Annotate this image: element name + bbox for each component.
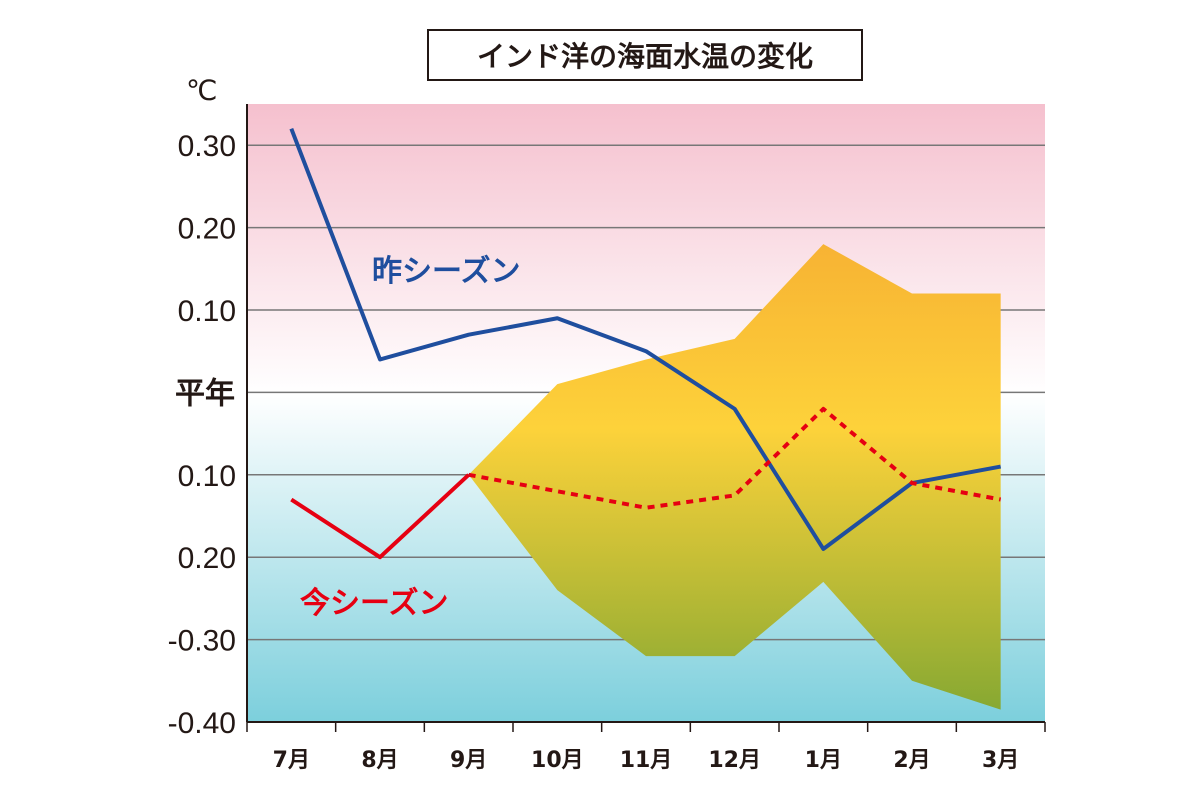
chart-title: インド洋の海面水温の変化 <box>477 40 813 73</box>
y-tick-label: 0.20 <box>178 213 236 246</box>
y-tick-label: -0.40 <box>168 707 236 740</box>
x-tick-label: 8月 <box>361 748 398 773</box>
y-tick-label: 平年 <box>175 377 235 410</box>
x-tick-label: 1月 <box>805 748 842 773</box>
y-tick-label: 0.20 <box>178 542 236 575</box>
y-tick-label: 0.10 <box>178 295 236 328</box>
y-tick-label: 0.30 <box>178 130 236 163</box>
legend-last-season: 昨シーズン <box>372 254 521 289</box>
title-box <box>427 29 863 81</box>
x-tick-label: 12月 <box>708 748 761 773</box>
x-tick-label: 2月 <box>893 748 930 773</box>
legend-this-season: 今シーズン <box>300 586 449 621</box>
x-tick-label: 11月 <box>620 748 673 773</box>
x-tick-label: 7月 <box>273 748 310 773</box>
x-tick-label: 3月 <box>982 748 1019 773</box>
forecast-range-band <box>468 244 1001 710</box>
y-axis-unit: ℃ <box>186 74 217 107</box>
y-tick-label: -0.30 <box>168 625 236 658</box>
y-tick-label: 0.10 <box>178 460 236 493</box>
x-tick-label: 10月 <box>531 748 584 773</box>
x-tick-label: 9月 <box>450 748 487 773</box>
